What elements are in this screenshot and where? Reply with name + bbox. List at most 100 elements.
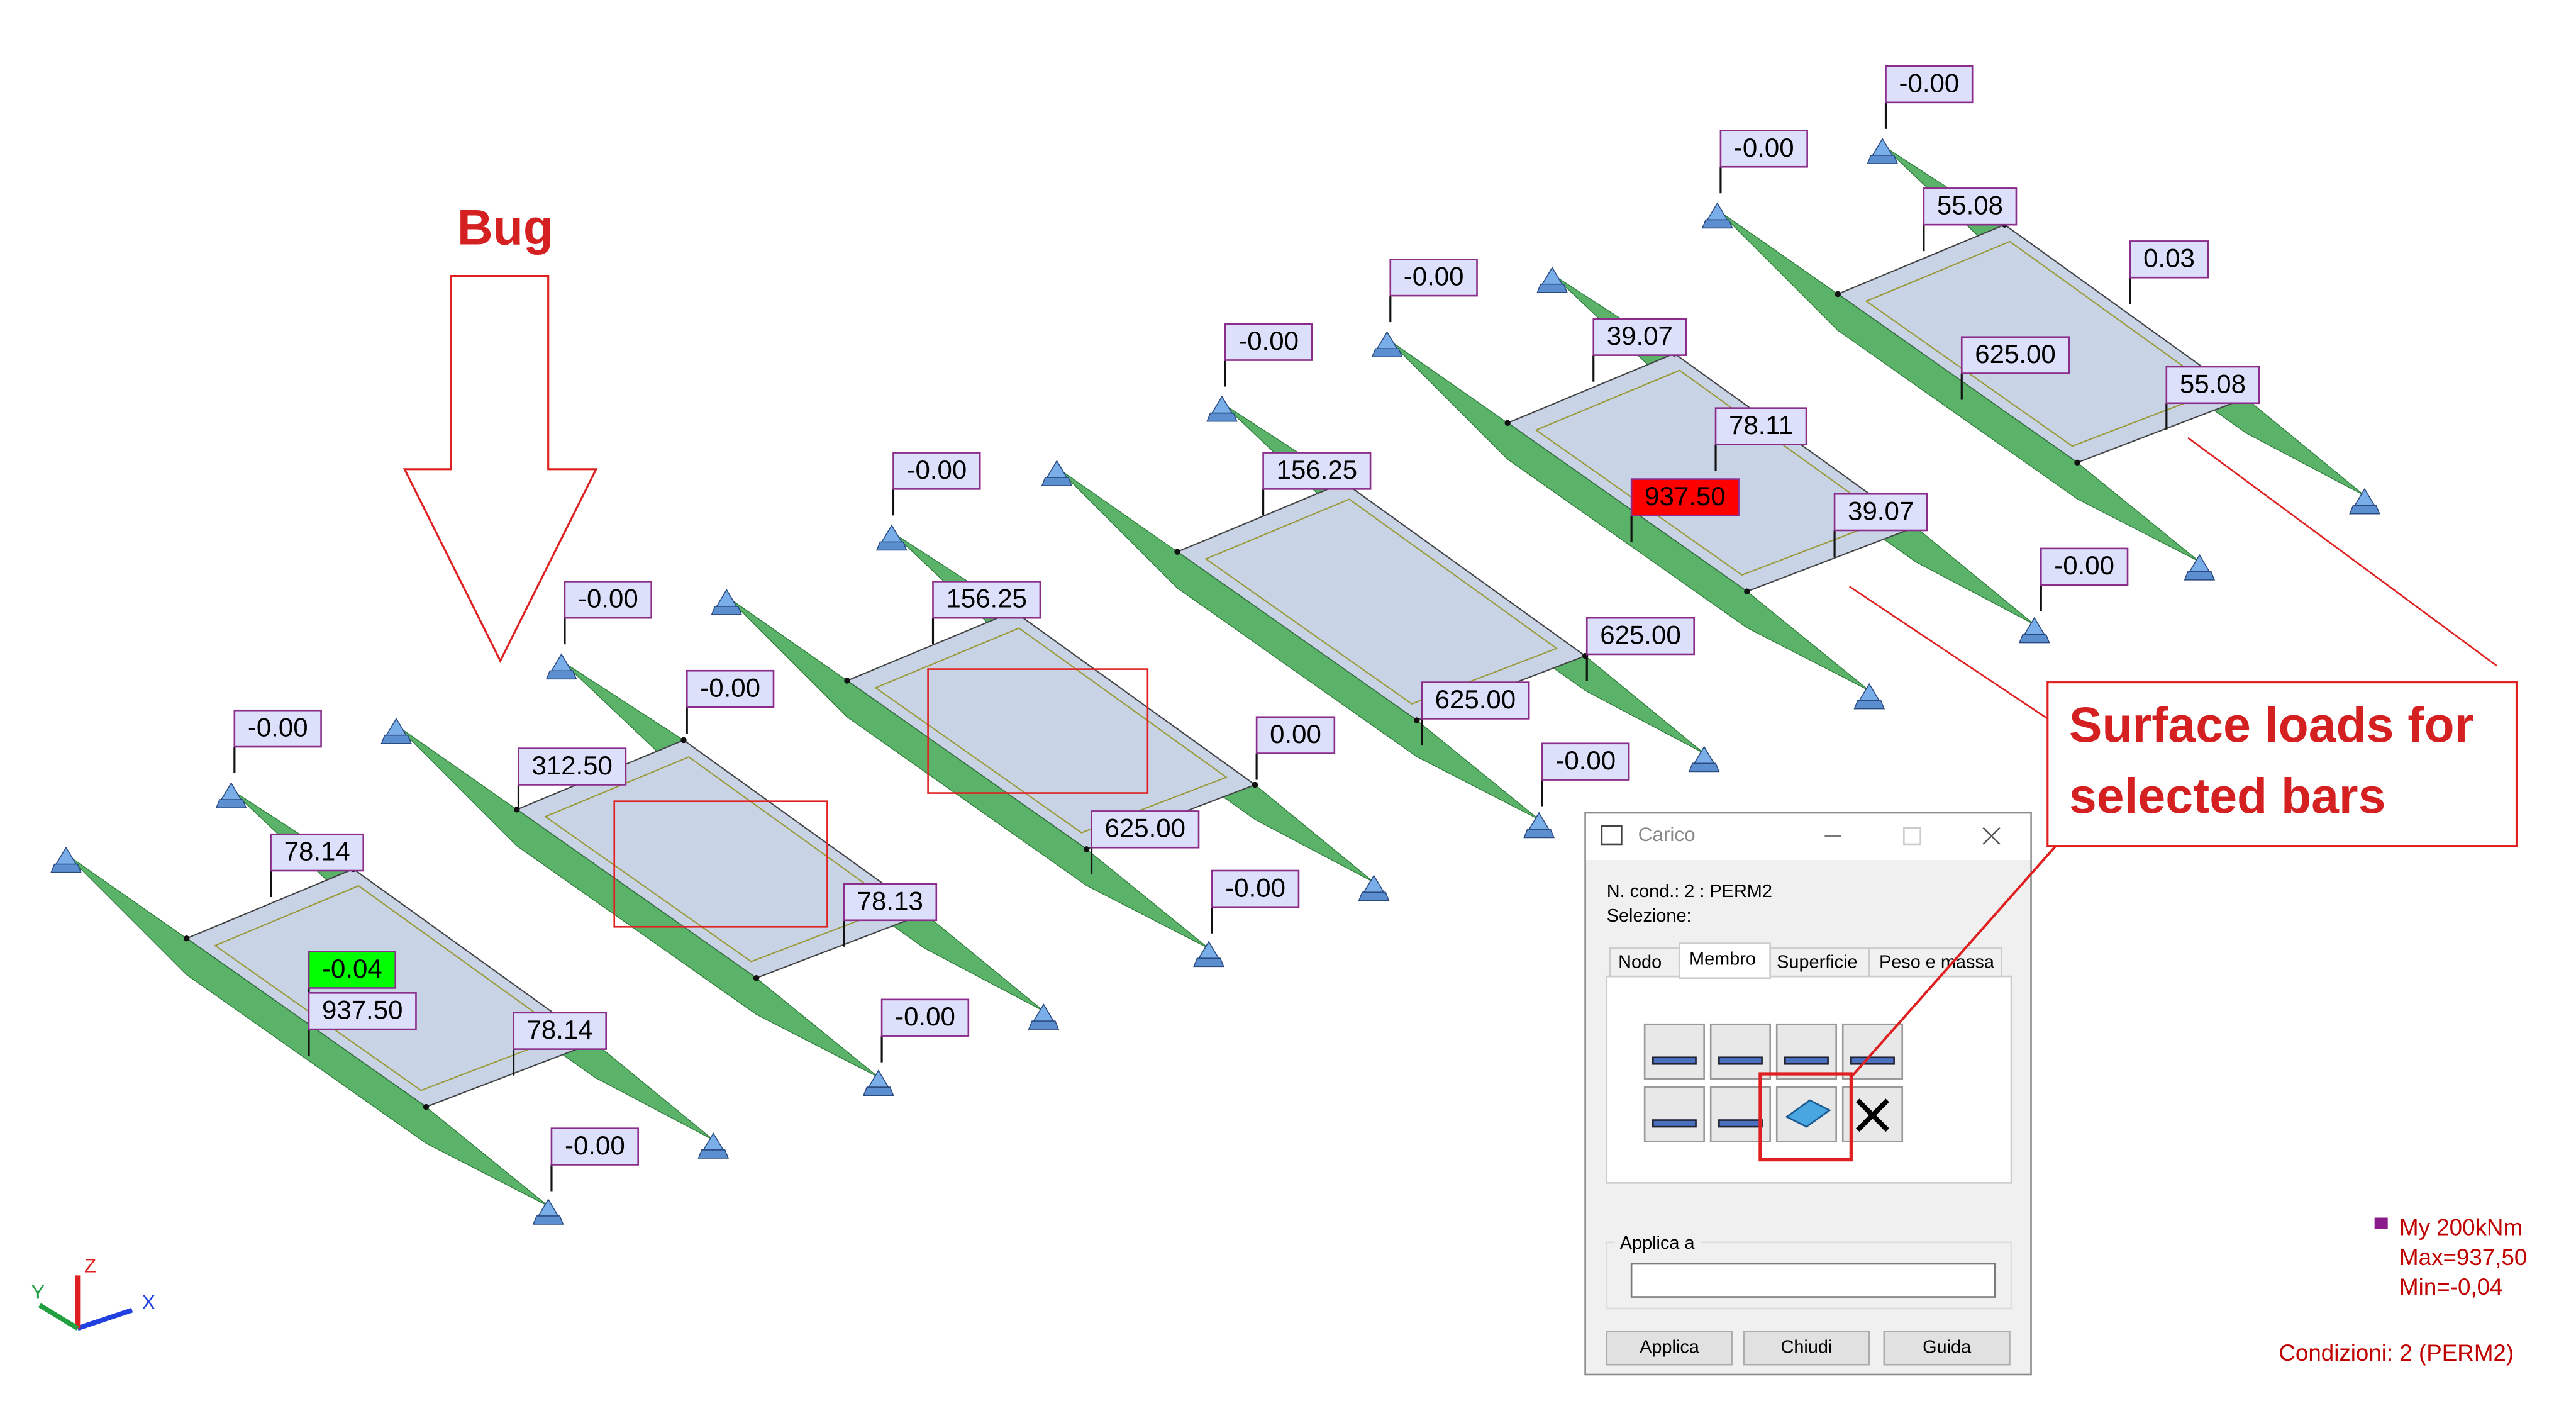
node: [1744, 588, 1750, 594]
tool-icon: [1785, 1099, 1831, 1128]
result-label: 625.00: [1435, 684, 1516, 714]
label-box: [518, 747, 627, 786]
support: [1541, 266, 1563, 285]
result-label: 156.25: [946, 584, 1026, 613]
tool-icon: [1850, 1056, 1895, 1065]
axis-triad: X Y Z: [31, 1254, 155, 1331]
result-label: -0.00: [895, 1002, 955, 1031]
highlight-box: [927, 668, 1149, 794]
close-button[interactable]: [1982, 827, 2001, 845]
legend-condition: Condizioni: 2 (PERM2): [2279, 1340, 2514, 1366]
support: [1693, 745, 1715, 764]
label-box: [1960, 336, 2070, 374]
callout-line: [1848, 586, 2048, 720]
group-label-bg: [1614, 1234, 1701, 1254]
button-label[interactable]: Guida: [1923, 1337, 1972, 1358]
help-button[interactable]: [1883, 1331, 2011, 1366]
label-box: [308, 951, 397, 989]
label-box: [1885, 65, 1974, 104]
tab-label[interactable]: Nodo: [1618, 952, 1662, 973]
node: [680, 737, 687, 744]
legend-min: Min=-0,04: [2399, 1274, 2502, 1300]
maximize-button[interactable]: [1903, 827, 1921, 846]
tool-button[interactable]: [1775, 1023, 1838, 1080]
result-label: -0.00: [906, 455, 967, 484]
tab-label[interactable]: Superficie: [1777, 952, 1857, 973]
result-label: 55.08: [2180, 369, 2246, 398]
support: [220, 782, 242, 800]
axis-label: X: [142, 1290, 155, 1313]
icon-highlight: [1758, 1072, 1853, 1162]
support: [1706, 202, 1728, 221]
support: [1358, 891, 1390, 901]
result-label: 625.00: [1600, 620, 1680, 649]
support: [215, 799, 247, 808]
node: [1504, 420, 1511, 427]
tool-button[interactable]: [1709, 1023, 1771, 1080]
button-label[interactable]: Chiudi: [1781, 1337, 1833, 1358]
apply-to-input[interactable]: [1630, 1263, 1996, 1298]
app-icon: [1601, 825, 1623, 846]
label-box: [1592, 318, 1687, 356]
tab-selected[interactable]: [1678, 942, 1771, 980]
close-dialog-button[interactable]: [1743, 1331, 1870, 1366]
support: [386, 717, 408, 736]
result-label: 0.03: [2143, 243, 2195, 273]
result-label: 39.07: [1607, 321, 1673, 350]
node: [1252, 781, 1258, 788]
result-label: -0.00: [565, 1130, 625, 1160]
label-box: [932, 581, 1041, 619]
result-label: -0.00: [2054, 550, 2114, 580]
result-label: 78.14: [527, 1015, 593, 1044]
tab[interactable]: [1769, 947, 1870, 978]
tool-icon: [1718, 1056, 1763, 1065]
label-box: [513, 1012, 607, 1050]
legend-max: Max=937,50: [2399, 1244, 2527, 1270]
result-label: -0.00: [1404, 262, 1464, 291]
tab[interactable]: [1609, 947, 1680, 978]
button-label[interactable]: Applica: [1640, 1337, 1700, 1358]
result-label: 625.00: [1975, 339, 2055, 369]
label-box: [2129, 240, 2209, 279]
support: [876, 541, 908, 551]
support: [50, 863, 82, 873]
callout-line: [1850, 845, 2057, 1078]
label-box: [1389, 258, 1478, 297]
tool-button[interactable]: [1643, 1086, 1705, 1143]
result-label: -0.04: [322, 954, 382, 983]
tab-label[interactable]: Peso e massa: [1879, 952, 1995, 973]
tool-icon: [1784, 1056, 1829, 1065]
tool-button[interactable]: [1643, 1023, 1705, 1080]
result-label: -0.00: [1225, 873, 1285, 902]
dialog-title: Carico: [1638, 823, 1696, 846]
tab[interactable]: [1868, 947, 2002, 978]
bug-label: Bug: [457, 199, 553, 255]
label-box: [2040, 547, 2129, 586]
tool-icon: [1652, 1119, 1697, 1128]
slab-edge: [874, 627, 1228, 834]
result-label: -0.00: [1899, 68, 1959, 98]
support: [697, 1149, 730, 1159]
support: [55, 846, 77, 865]
highlight-box: [613, 800, 828, 928]
condition-text: N. cond.: 2 : PERM2: [1607, 881, 1772, 901]
tool-icon: [1652, 1056, 1697, 1065]
result-label: 937.50: [1645, 481, 1725, 511]
support: [1872, 138, 1894, 156]
support: [545, 670, 577, 680]
support: [1211, 395, 1233, 414]
label-box: [880, 998, 970, 1037]
axis-label: Z: [84, 1254, 96, 1277]
support: [1033, 1003, 1055, 1022]
support: [1376, 331, 1398, 349]
result-label: 937.50: [322, 995, 402, 1025]
apply-button[interactable]: [1606, 1331, 1733, 1366]
tool-icon: [1856, 1098, 1889, 1132]
support: [863, 1086, 894, 1096]
result-labels: -0.00 78.14 -0.04 937.50 78.14 -0.00 -0.00 -0.0…: [233, 65, 2260, 1192]
support: [1363, 874, 1385, 893]
node: [183, 935, 190, 942]
support: [1858, 683, 1880, 701]
tab-label[interactable]: Membro: [1689, 949, 1756, 969]
